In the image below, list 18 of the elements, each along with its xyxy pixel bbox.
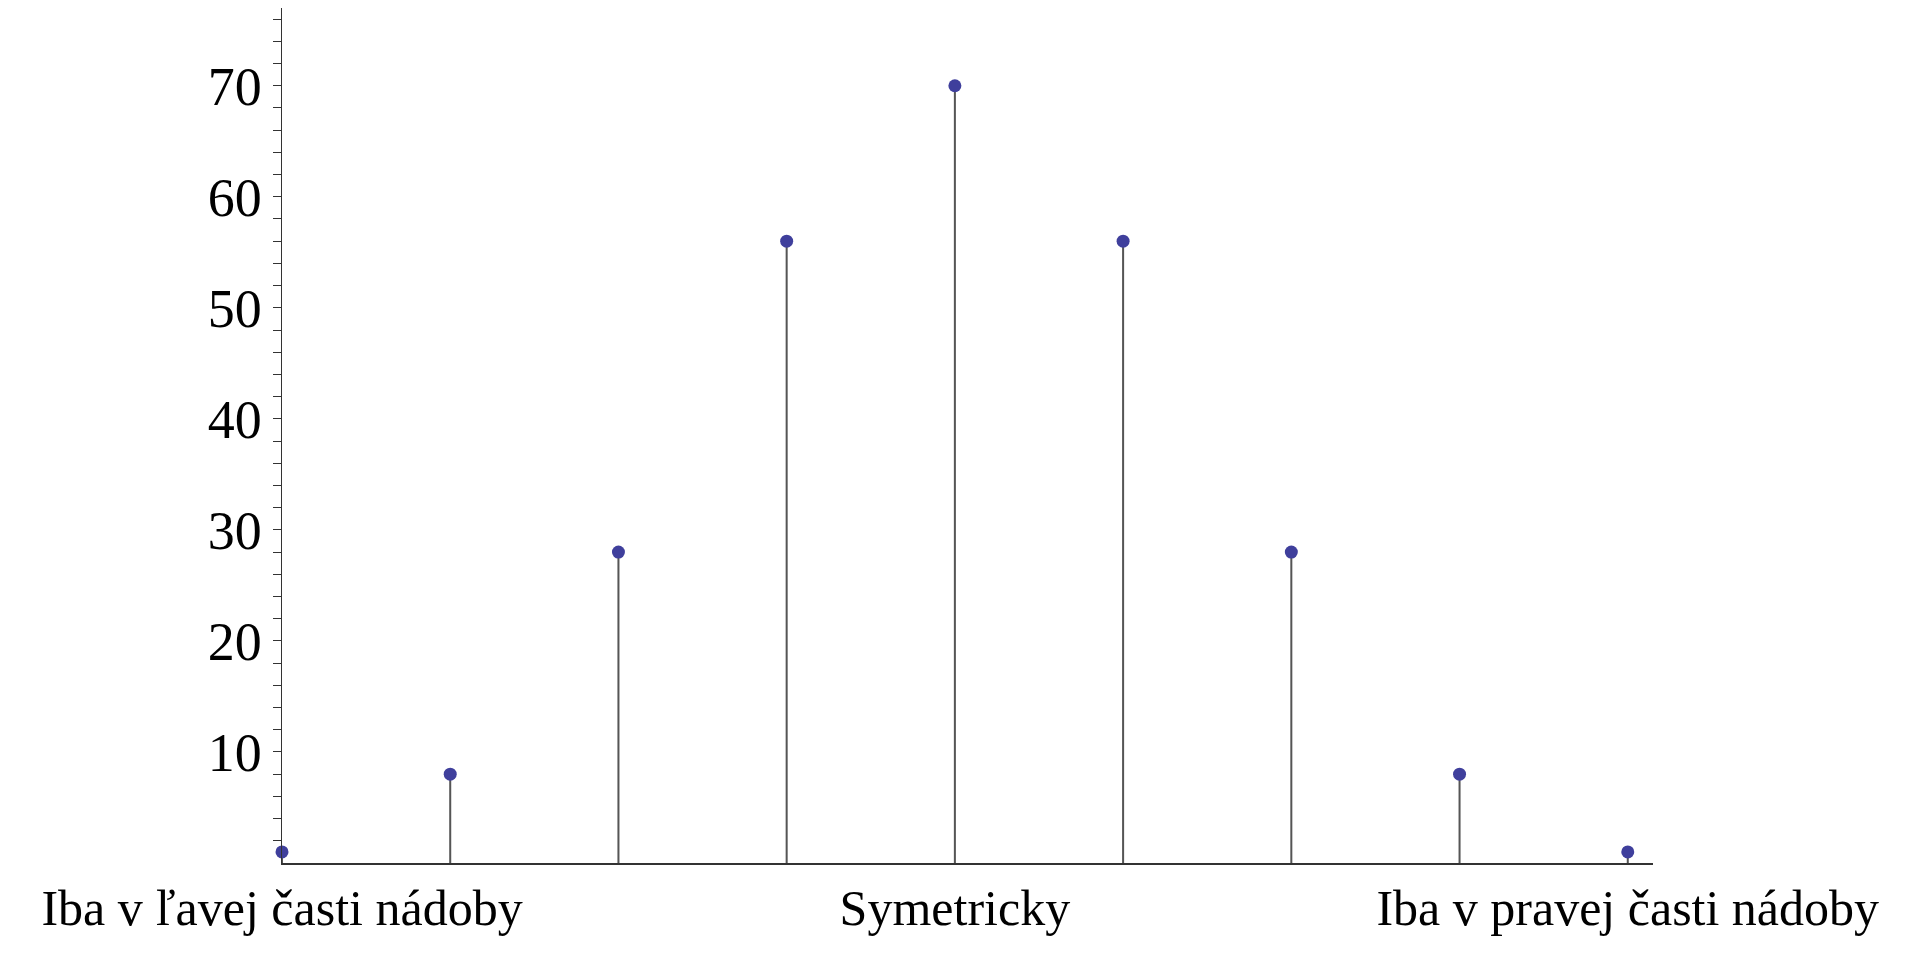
y-tick-label: 60 <box>207 167 262 228</box>
y-tick-label: 50 <box>207 278 262 339</box>
x-tick-label: Iba v ľavej časti nádoby <box>41 879 523 936</box>
point <box>1621 845 1635 859</box>
point <box>1284 545 1298 559</box>
x-tick-label: Iba v pravej časti nádoby <box>1376 879 1880 936</box>
point <box>611 545 625 559</box>
y-tick-label: 70 <box>207 56 262 117</box>
y-tick-label: 40 <box>207 389 262 450</box>
y-tick-label: 20 <box>207 611 262 672</box>
x-tick-label: Symetricky <box>839 879 1071 936</box>
point <box>1453 767 1467 781</box>
point <box>443 767 457 781</box>
y-tick-label: 10 <box>207 722 262 783</box>
point <box>780 234 794 248</box>
point <box>948 79 962 93</box>
point <box>1116 234 1130 248</box>
y-tick-label: 30 <box>207 500 262 561</box>
